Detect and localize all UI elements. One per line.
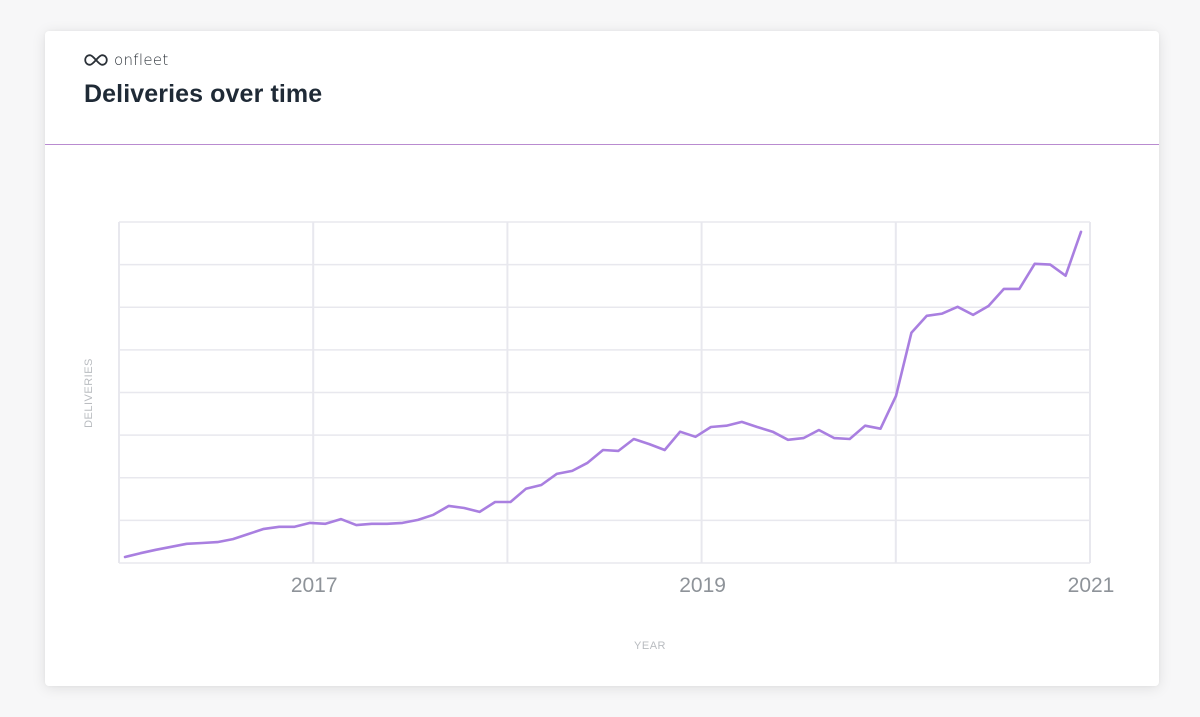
page-title: Deliveries over time — [84, 80, 323, 108]
deliveries-line — [123, 230, 1083, 559]
brand-name: onfleet — [114, 51, 169, 69]
chart-grid — [118, 221, 1091, 564]
header-divider — [45, 144, 1159, 145]
x-axis-title: YEAR — [634, 640, 666, 652]
brand-logo: onfleet — [84, 51, 169, 69]
x-tick-label: 2019 — [679, 574, 726, 597]
line-chart: 2017 2019 2021 YEAR DELIVERIES — [83, 221, 1115, 652]
infinity-icon — [84, 54, 108, 66]
x-tick-label: 2017 — [291, 574, 338, 597]
y-axis-title: DELIVERIES — [83, 358, 95, 428]
x-tick-label: 2021 — [1068, 574, 1115, 597]
chart-card: onfleet Deliveries over time 2017 2019 202… — [45, 31, 1159, 686]
